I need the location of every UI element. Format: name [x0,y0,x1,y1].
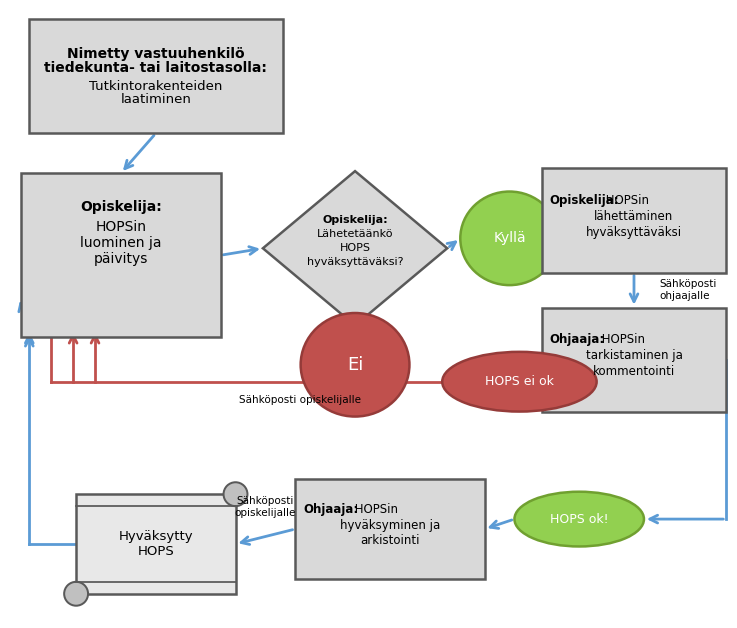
FancyBboxPatch shape [542,308,726,412]
Text: HOPS: HOPS [340,243,371,253]
Text: HOPSin: HOPSin [351,502,398,516]
Polygon shape [263,171,447,325]
Text: Ohjaaja:: Ohjaaja: [303,502,358,516]
Ellipse shape [301,313,410,416]
Text: laatiminen: laatiminen [120,94,191,107]
Text: HOPSin: HOPSin [95,220,147,234]
Text: Opiskelija:: Opiskelija: [550,194,619,207]
FancyBboxPatch shape [29,19,283,133]
FancyBboxPatch shape [542,168,726,273]
Text: HOPS ok!: HOPS ok! [550,512,609,526]
Text: päivitys: päivitys [94,252,148,266]
Text: Kyllä: Kyllä [493,231,525,246]
Text: kommentointi: kommentointi [593,365,675,378]
Text: HOPS: HOPS [137,546,174,558]
Text: Ohjaaja:: Ohjaaja: [550,333,605,347]
Text: arkistointi: arkistointi [360,534,419,548]
Text: lähettäminen: lähettäminen [594,210,674,223]
FancyBboxPatch shape [296,479,484,579]
Text: HOPSin: HOPSin [601,194,649,207]
Text: Sähköposti opiskelijalle: Sähköposti opiskelijalle [240,394,361,404]
Circle shape [64,582,88,605]
Text: HOPSin: HOPSin [598,333,645,347]
Text: Sähköposti
ohjaajalle: Sähköposti ohjaajalle [659,279,716,301]
FancyBboxPatch shape [21,173,220,337]
Text: Opiskelija:: Opiskelija: [80,200,162,215]
Text: hyväksyminen ja: hyväksyminen ja [340,519,440,531]
Text: luominen ja: luominen ja [80,236,161,251]
Circle shape [223,482,248,506]
Text: Opiskelija:: Opiskelija: [322,215,388,225]
Text: tiedekunta- tai laitostasolla:: tiedekunta- tai laitostasolla: [44,61,268,75]
Ellipse shape [514,492,644,546]
Text: hyväksyttäväksi: hyväksyttäväksi [586,226,682,239]
Ellipse shape [461,192,559,285]
Text: Hyväksytty: Hyväksytty [119,529,193,543]
Text: tarkistaminen ja: tarkistaminen ja [586,349,682,362]
Text: Ei: Ei [347,356,363,374]
Text: HOPS ei ok: HOPS ei ok [485,375,554,388]
Text: Nimetty vastuuhenkilö: Nimetty vastuuhenkilö [67,47,245,61]
Text: hyväksyttäväksi?: hyväksyttäväksi? [307,257,403,268]
Text: Lähetetäänkö: Lähetetäänkö [317,229,394,239]
FancyBboxPatch shape [76,494,236,593]
Text: Sähköposti
opiskelijalle: Sähköposti opiskelijalle [234,496,296,518]
Ellipse shape [442,352,597,411]
Text: Tutkintorakenteiden: Tutkintorakenteiden [89,80,223,92]
